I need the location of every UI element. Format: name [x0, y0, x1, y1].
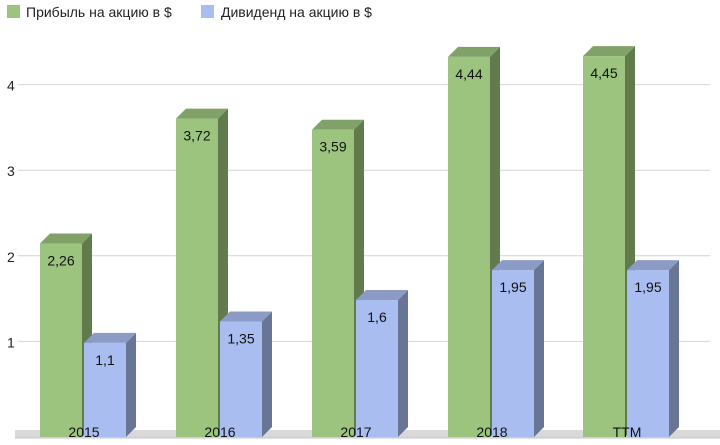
bar-top-face: [312, 119, 364, 130]
category-label: 2017: [340, 424, 371, 440]
bar-dividend-2015: [84, 332, 136, 437]
bar-top-face: [627, 260, 679, 271]
legend: Прибыль на акцию в $ Дивиденд на акцию в…: [7, 4, 372, 20]
bar-dividend-2017: [356, 290, 408, 437]
bar-front-face: [40, 243, 82, 437]
y-tick-label: 2: [7, 249, 15, 265]
bar-front-face: [356, 300, 398, 437]
bar-top-face: [492, 260, 544, 271]
bar-top-face: [176, 108, 228, 119]
bar-dividend-TTM: [627, 260, 679, 437]
bar-dividend-2016: [220, 311, 272, 437]
data-label: 4,44: [455, 66, 482, 82]
data-label: 3,72: [183, 128, 210, 144]
category-label: 2015: [68, 424, 99, 440]
y-axis-ticks: 1 2 3 4: [7, 78, 15, 351]
data-label: 1,1: [95, 352, 115, 368]
bar-front-face: [176, 118, 218, 438]
bar-eps-2017: [312, 119, 364, 438]
data-label: 1,6: [367, 309, 387, 325]
legend-label-dividend: Дивиденд на акцию в $: [221, 4, 372, 20]
bars: [40, 46, 679, 438]
bar-side-face: [669, 260, 679, 437]
data-label: 1,95: [499, 279, 526, 295]
bar-side-face: [398, 290, 408, 437]
y-tick-label: 1: [7, 334, 15, 350]
bar-side-face: [126, 332, 136, 437]
data-label: 2,26: [47, 253, 74, 269]
bar-eps-2016: [176, 108, 228, 438]
data-labels: 2,26 3,72 3,59 4,44 4,45 1,1 1,35 1,6 1,95 1,95: [47, 65, 661, 368]
bar-side-face: [534, 260, 544, 437]
legend-label-eps: Прибыль на акцию в $: [26, 4, 172, 20]
data-label: 4,45: [590, 65, 617, 81]
legend-swatch-eps: [7, 5, 20, 18]
bar-front-face: [312, 129, 354, 438]
bar-front-face: [448, 56, 490, 437]
category-label: 2018: [476, 424, 507, 440]
category-label: 2016: [204, 424, 235, 440]
bar-front-face: [627, 270, 669, 437]
bar-front-face: [84, 342, 126, 437]
bar-top-face: [40, 233, 92, 244]
bar-dividend-2018: [492, 260, 544, 437]
bar-front-face: [583, 56, 625, 438]
bar-front-face: [220, 321, 262, 437]
legend-swatch-dividend: [201, 5, 214, 18]
bar-top-face: [84, 332, 136, 343]
y-tick-label: 3: [7, 163, 15, 179]
data-label: 1,35: [227, 330, 254, 346]
bar-top-face: [220, 311, 272, 322]
bar-top-face: [448, 46, 500, 57]
data-label: 1,95: [634, 279, 661, 295]
category-label: TTM: [613, 424, 642, 440]
y-tick-label: 4: [7, 78, 15, 94]
bar-top-face: [356, 290, 408, 301]
bar-eps-2015: [40, 233, 92, 437]
category-labels: 2015 2016 2017 2018 TTM: [68, 424, 641, 440]
bar-side-face: [262, 311, 272, 437]
data-label: 3,59: [319, 139, 346, 155]
bar-top-face: [583, 46, 635, 57]
bar-front-face: [492, 270, 534, 437]
